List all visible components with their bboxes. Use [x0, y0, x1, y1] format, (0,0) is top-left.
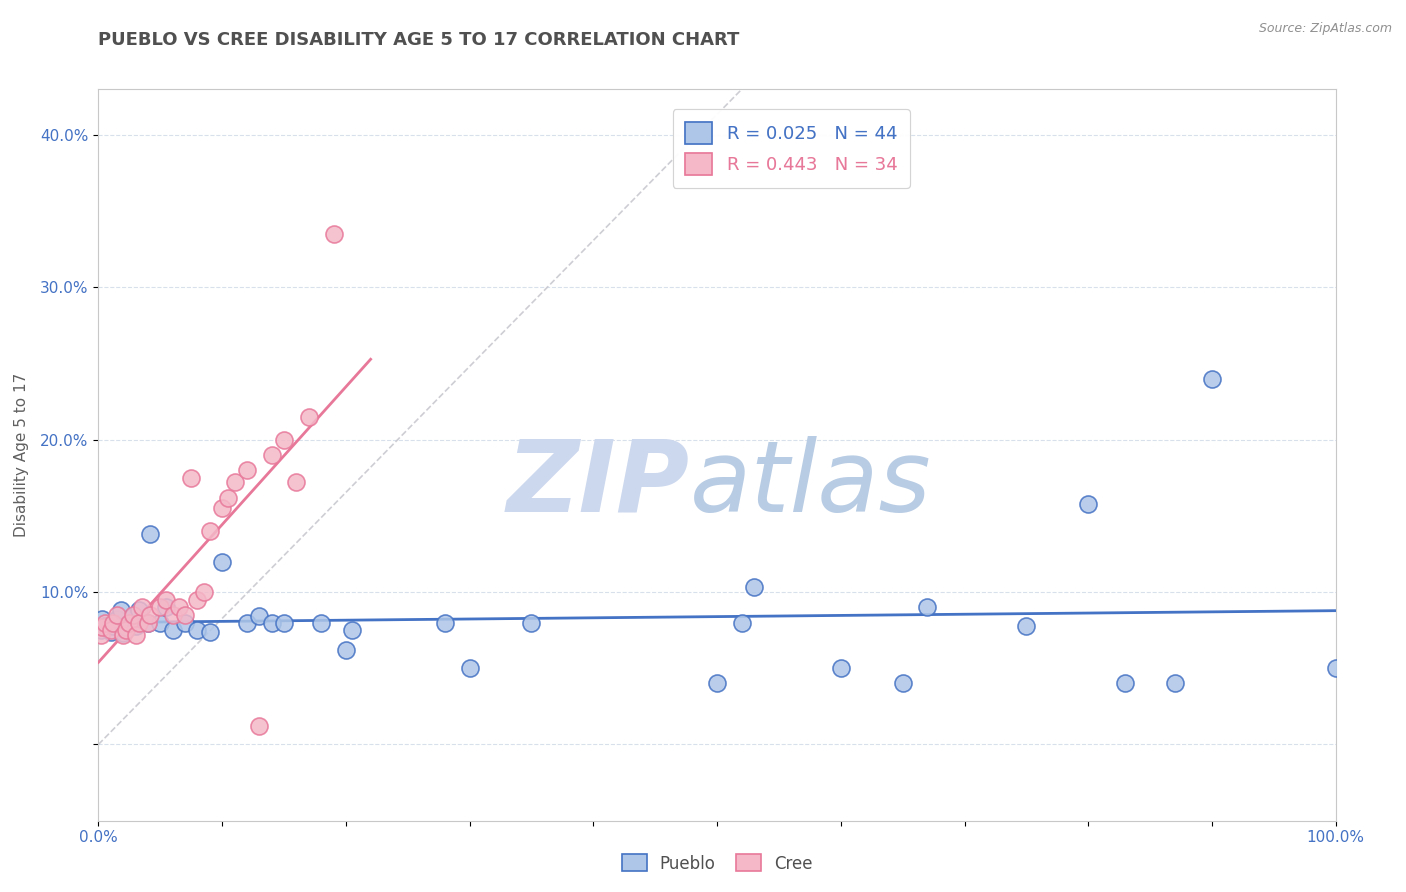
- Point: [309, 615, 332, 630]
- Point: [100, 624, 122, 639]
- Point: [706, 676, 728, 690]
- Point: [1324, 661, 1347, 675]
- Point: [155, 600, 177, 615]
- Point: [193, 585, 215, 599]
- Point: [217, 491, 239, 505]
- Point: [118, 615, 141, 630]
- Point: [103, 618, 125, 632]
- Point: [186, 623, 208, 637]
- Point: [105, 607, 128, 622]
- Point: [260, 615, 283, 630]
- Point: [162, 623, 184, 637]
- Point: [122, 607, 145, 622]
- Point: [100, 623, 122, 637]
- Point: [105, 612, 128, 626]
- Point: [90, 628, 112, 642]
- Point: [180, 471, 202, 485]
- Point: [273, 433, 295, 447]
- Point: [93, 615, 115, 630]
- Point: [136, 615, 159, 630]
- Point: [155, 592, 177, 607]
- Point: [122, 609, 145, 624]
- Point: [128, 615, 150, 630]
- Point: [458, 661, 481, 675]
- Point: [1077, 497, 1099, 511]
- Point: [114, 623, 136, 637]
- Point: [124, 618, 146, 632]
- Point: [211, 501, 233, 516]
- Point: [139, 527, 162, 541]
- Text: atlas: atlas: [690, 435, 931, 533]
- Point: [128, 603, 150, 617]
- Point: [520, 615, 543, 630]
- Text: Source: ZipAtlas.com: Source: ZipAtlas.com: [1258, 22, 1392, 36]
- Point: [90, 623, 112, 637]
- Point: [93, 618, 115, 632]
- Point: [247, 719, 270, 733]
- Point: [917, 600, 939, 615]
- Point: [91, 620, 114, 634]
- Point: [124, 628, 146, 642]
- Point: [731, 615, 754, 630]
- Point: [298, 409, 321, 424]
- Point: [285, 475, 308, 490]
- Point: [114, 620, 136, 634]
- Point: [149, 600, 172, 615]
- Point: [224, 475, 246, 490]
- Legend: Pueblo, Cree: Pueblo, Cree: [614, 847, 820, 880]
- Point: [131, 600, 153, 615]
- Point: [136, 615, 159, 630]
- Point: [830, 661, 852, 675]
- Point: [247, 609, 270, 624]
- Point: [198, 524, 221, 538]
- Point: [91, 612, 114, 626]
- Point: [211, 555, 233, 569]
- Point: [103, 615, 125, 630]
- Point: [112, 628, 135, 642]
- Text: ZIP: ZIP: [506, 435, 690, 533]
- Y-axis label: Disability Age 5 to 17: Disability Age 5 to 17: [14, 373, 30, 537]
- Point: [236, 463, 259, 477]
- Point: [236, 615, 259, 630]
- Point: [162, 607, 184, 622]
- Point: [110, 603, 132, 617]
- Point: [322, 227, 344, 241]
- Point: [1015, 618, 1038, 632]
- Legend: R = 0.025   N = 44, R = 0.443   N = 34: R = 0.025 N = 44, R = 0.443 N = 34: [672, 109, 910, 187]
- Point: [433, 615, 456, 630]
- Text: PUEBLO VS CREE DISABILITY AGE 5 TO 17 CORRELATION CHART: PUEBLO VS CREE DISABILITY AGE 5 TO 17 CO…: [98, 31, 740, 49]
- Point: [174, 615, 197, 630]
- Point: [273, 615, 295, 630]
- Point: [198, 624, 221, 639]
- Point: [340, 623, 363, 637]
- Point: [335, 643, 357, 657]
- Point: [139, 607, 162, 622]
- Point: [891, 676, 914, 690]
- Point: [167, 600, 190, 615]
- Point: [149, 615, 172, 630]
- Point: [742, 581, 765, 595]
- Point: [1114, 676, 1136, 690]
- Point: [112, 626, 135, 640]
- Point: [1201, 372, 1223, 386]
- Point: [174, 607, 197, 622]
- Point: [118, 615, 141, 630]
- Point: [260, 448, 283, 462]
- Point: [186, 592, 208, 607]
- Point: [1164, 676, 1187, 690]
